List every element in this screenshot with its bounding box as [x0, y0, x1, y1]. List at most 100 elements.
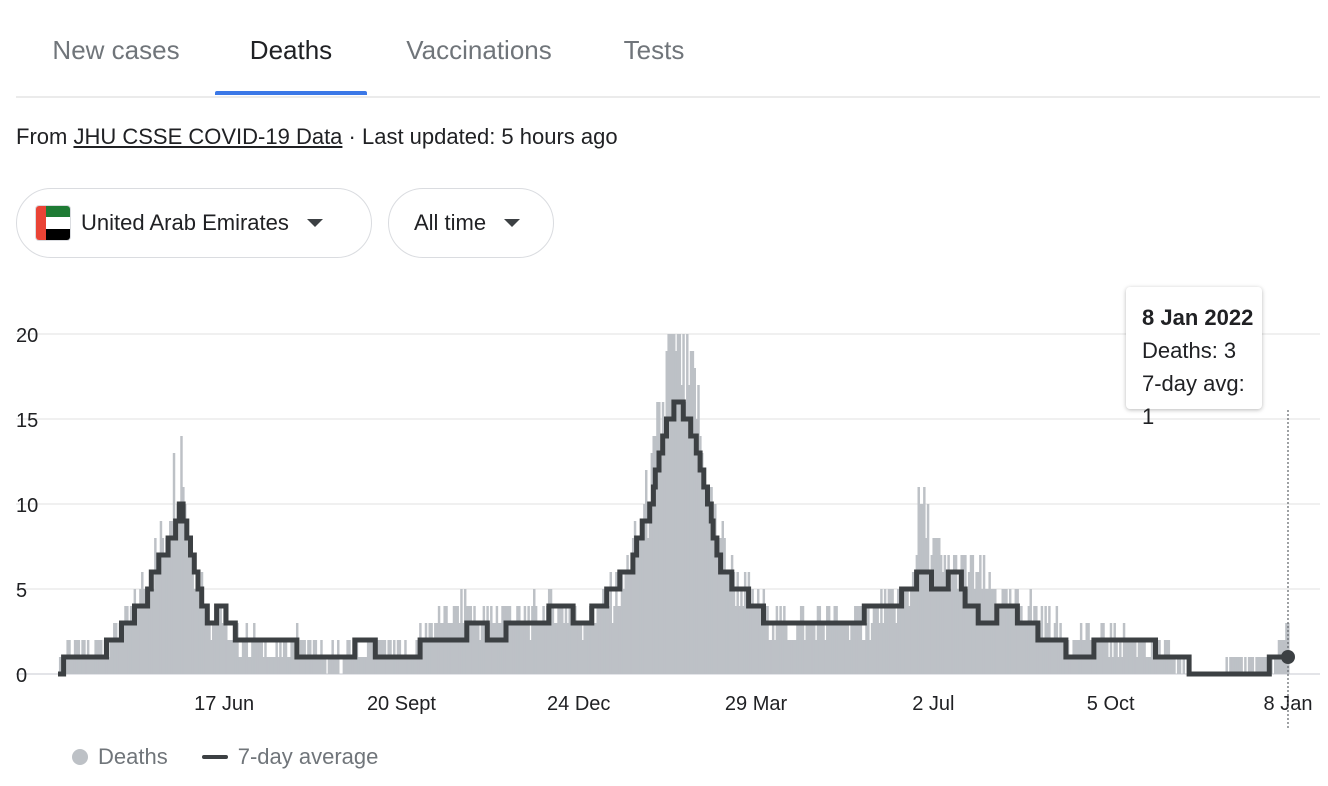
death-bar	[645, 470, 648, 674]
death-bar	[430, 623, 433, 674]
death-bar	[870, 623, 874, 674]
death-bar	[413, 657, 417, 674]
death-bar	[462, 623, 465, 674]
death-bar	[281, 657, 284, 674]
deaths-chart[interactable]: 0 5 10 15 20 17 Jun 20 Sept 24 Dec 29 Mar 2 Jul 5 …	[0, 280, 1328, 730]
death-bar	[101, 657, 105, 674]
death-bar	[833, 606, 836, 674]
death-bar	[238, 657, 241, 674]
death-bar	[973, 589, 976, 674]
death-bar	[740, 589, 743, 674]
death-bar	[566, 623, 570, 674]
tab-deaths[interactable]: Deaths	[249, 35, 333, 65]
death-bar	[1113, 623, 1116, 674]
death-bar	[684, 402, 687, 674]
death-bar	[536, 623, 540, 674]
death-bar	[712, 521, 715, 674]
death-bar	[155, 555, 159, 674]
death-bar	[318, 657, 321, 674]
region-dropdown[interactable]: United Arab Emirates	[16, 188, 372, 258]
death-bar	[538, 623, 542, 674]
death-bar	[90, 657, 94, 674]
death-bar	[728, 572, 732, 674]
death-bar	[1244, 657, 1247, 674]
y-tick-label: 5	[16, 580, 27, 602]
death-bar	[986, 589, 990, 674]
death-bar	[837, 623, 840, 674]
death-bar	[441, 623, 445, 674]
death-bar	[219, 606, 222, 674]
death-bar	[1134, 640, 1137, 674]
legend-deaths: Deaths	[98, 744, 168, 769]
death-bar	[480, 623, 484, 674]
death-bar	[284, 640, 288, 674]
death-bar	[1107, 657, 1111, 674]
death-bar	[846, 623, 850, 674]
death-bar	[139, 589, 142, 674]
death-bar	[906, 589, 909, 674]
death-bar	[982, 555, 986, 674]
death-bar	[439, 623, 443, 674]
death-bar	[839, 623, 842, 674]
death-bar	[1050, 640, 1053, 674]
death-bar	[432, 640, 435, 674]
death-bar	[523, 606, 527, 674]
death-bar	[859, 606, 863, 674]
death-bar	[686, 334, 689, 674]
tab-vaccinations[interactable]: Vaccinations	[406, 35, 552, 65]
death-bar	[882, 623, 885, 674]
death-bar	[646, 538, 650, 674]
death-bar	[152, 589, 155, 674]
tab-new-cases[interactable]: New cases	[52, 35, 180, 65]
death-bar	[799, 606, 803, 674]
death-bar	[282, 640, 286, 674]
death-bar	[1260, 657, 1264, 674]
death-bar	[583, 623, 586, 674]
death-bar	[714, 504, 717, 674]
death-bar	[598, 606, 601, 674]
death-bar	[1119, 640, 1122, 674]
death-bar	[85, 657, 88, 674]
death-bar	[288, 657, 291, 674]
death-bar	[210, 640, 213, 674]
death-bar	[534, 606, 538, 674]
tooltip-date: 8 Jan 2022	[1142, 305, 1254, 330]
x-tick-label: 2 Jul	[912, 693, 954, 715]
death-bar	[529, 640, 532, 674]
death-bar	[962, 555, 965, 674]
hover-point[interactable]	[1281, 650, 1295, 664]
period-dropdown[interactable]: All time	[388, 188, 554, 258]
death-bar	[951, 572, 954, 674]
tab-tests[interactable]: Tests	[623, 35, 685, 65]
death-bar	[805, 623, 808, 674]
death-bar	[674, 351, 678, 674]
data-source-line: From JHU CSSE COVID-19 Data · Last updat…	[16, 124, 618, 150]
death-bar	[124, 606, 127, 674]
death-bar	[1053, 623, 1057, 674]
death-bar	[934, 538, 937, 674]
death-bar	[1182, 657, 1186, 674]
death-bar	[594, 623, 598, 674]
death-bar	[1033, 606, 1036, 674]
death-bar	[749, 606, 752, 674]
death-bar	[850, 623, 853, 674]
death-bar	[857, 606, 861, 674]
death-bar	[226, 640, 230, 674]
source-link[interactable]: JHU CSSE COVID-19 Data	[73, 124, 343, 149]
death-bar	[146, 589, 150, 674]
death-bar	[1178, 657, 1182, 674]
death-bar	[938, 538, 941, 674]
death-bar	[1150, 640, 1154, 674]
death-bar	[159, 521, 163, 674]
death-bar	[264, 640, 267, 674]
death-bar	[122, 623, 125, 674]
death-bar	[693, 368, 696, 674]
death-bar	[1132, 640, 1135, 674]
death-bar	[458, 623, 461, 674]
death-bar	[551, 606, 555, 674]
death-bar	[1257, 657, 1260, 674]
death-bar	[990, 589, 993, 674]
active-tab-indicator	[215, 91, 367, 95]
death-bar	[1038, 623, 1042, 674]
death-bar	[941, 572, 945, 674]
